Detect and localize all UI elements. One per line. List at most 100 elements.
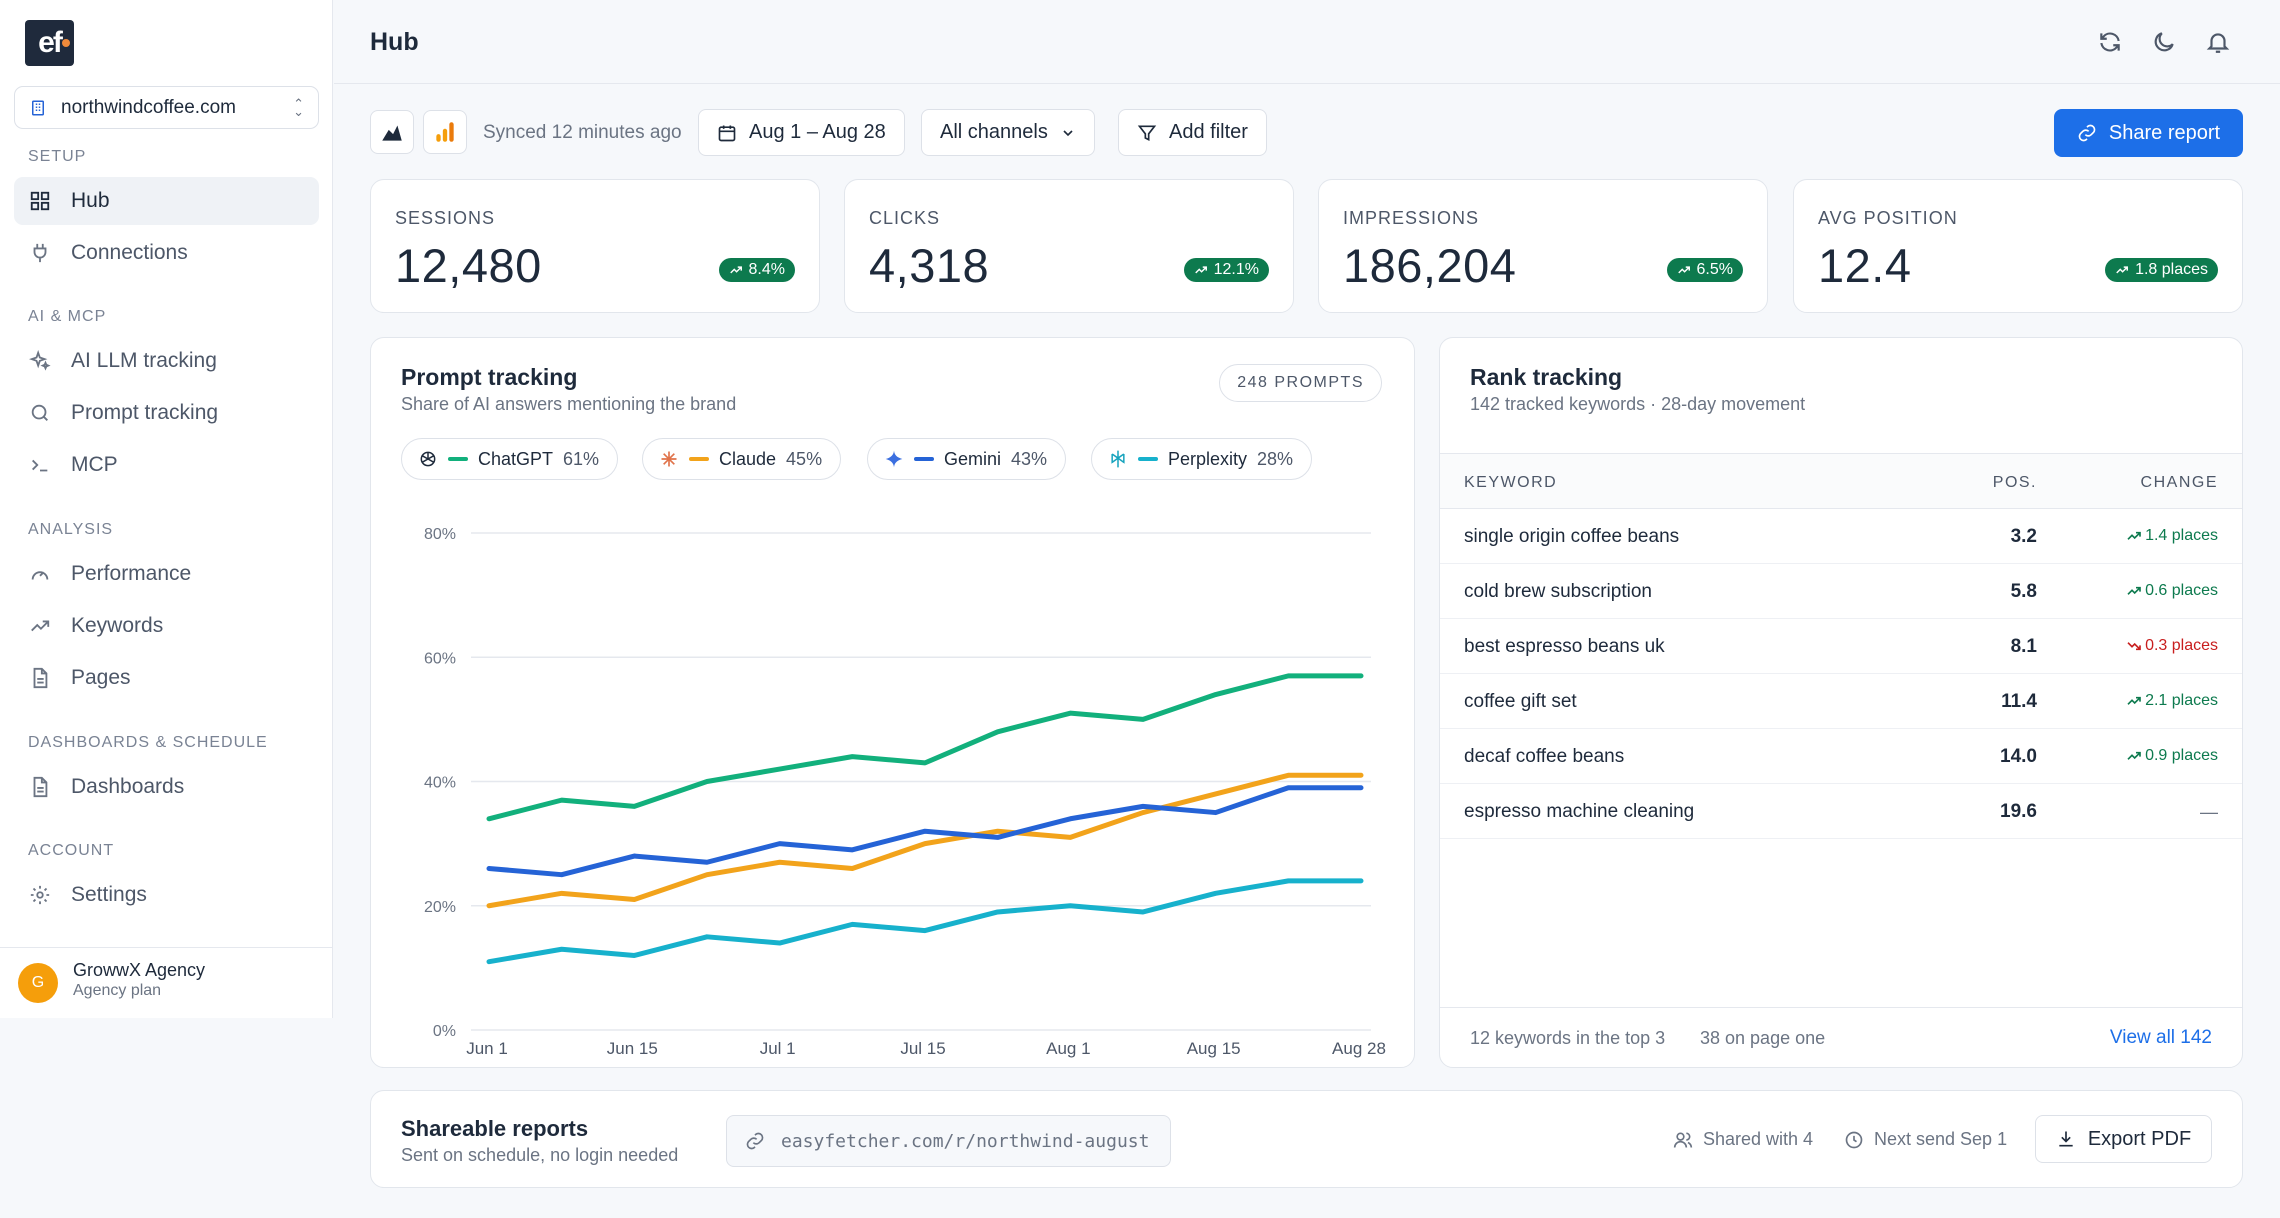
- section-setup: SETUP: [28, 148, 87, 165]
- y-tick-label: 80%: [424, 526, 456, 543]
- series-line-claude[interactable]: [486, 772, 1364, 909]
- claude-icon: [661, 451, 677, 467]
- metric-change-badge: 8.4%: [718, 258, 795, 282]
- app-logo[interactable]: ef: [25, 20, 74, 66]
- rank-table-header: KEYWORD POS. CHANGE: [1440, 453, 2242, 509]
- site-selector[interactable]: northwindcoffee.com ⌃ ⌄: [14, 86, 319, 129]
- report-url: easyfetcher.com/r/northwind-august: [781, 1130, 1150, 1152]
- trending-down-icon: [2127, 642, 2141, 651]
- prompt-tracking-card: Prompt tracking Share of AI answers ment…: [370, 337, 1415, 1068]
- report-url-field[interactable]: easyfetcher.com/r/northwind-august: [726, 1115, 1171, 1167]
- change-value: 2.1 places: [2145, 692, 2218, 709]
- section-account: ACCOUNT: [28, 842, 115, 859]
- sidebar-item-connections[interactable]: Connections: [14, 229, 319, 277]
- legend-pct: 45%: [786, 448, 823, 469]
- legend-chatgpt[interactable]: ChatGPT 61%: [401, 438, 619, 480]
- trending-up-icon: [2127, 586, 2141, 595]
- change-value: 1.4 places: [2145, 527, 2218, 544]
- change-value: 0.3 places: [2145, 637, 2218, 654]
- change-value: 0.6 places: [2145, 582, 2218, 599]
- legend-perplexity[interactable]: Perplexity 28%: [1091, 438, 1313, 480]
- file-icon: [33, 776, 48, 798]
- shared-with-label: Shared with 4: [1703, 1129, 1814, 1149]
- date-range-picker[interactable]: Aug 1 – Aug 28: [698, 109, 905, 156]
- change-value: 0.9 places: [2145, 747, 2218, 764]
- metric-value: 12,480: [395, 239, 542, 292]
- keyword-cell: coffee gift set: [1464, 691, 1577, 712]
- share-report-button[interactable]: Share report: [2054, 109, 2243, 157]
- metric-card-sessions: SESSIONS 12,480 8.4%: [370, 179, 820, 313]
- x-tick-label: Aug 28: [1332, 1039, 1386, 1058]
- channels-dropdown[interactable]: All channels: [921, 109, 1095, 156]
- trending-up-icon: [2127, 751, 2141, 760]
- series-line-chatgpt[interactable]: [486, 673, 1364, 822]
- sidebar-item-hub[interactable]: Hub: [14, 177, 319, 225]
- chatgpt-icon: [420, 451, 436, 467]
- series-line-perplexity[interactable]: [486, 878, 1364, 965]
- add-filter-button[interactable]: Add filter: [1118, 109, 1267, 156]
- share-report-label: Share report: [2108, 121, 2221, 144]
- sidebar-item-ai-llm-tracking[interactable]: AI LLM tracking: [14, 337, 319, 385]
- shared-with[interactable]: Shared with 4: [1673, 1129, 1813, 1150]
- export-pdf-button[interactable]: Export PDF: [2035, 1115, 2212, 1163]
- change-cell: 0.3 places: [2126, 637, 2218, 655]
- source-analytics-button[interactable]: [423, 110, 467, 154]
- table-row[interactable]: best espresso beans uk 8.1 0.3 places: [1440, 619, 2242, 674]
- top3-count: 12 keywords in the top 3: [1470, 1028, 1666, 1048]
- account-switcher[interactable]: G GrowwX Agency Agency plan: [0, 947, 333, 1018]
- building-icon: [32, 100, 44, 115]
- view-all-link[interactable]: View all 142: [2109, 1027, 2212, 1048]
- col-change[interactable]: CHANGE: [2140, 474, 2218, 491]
- metric-card-impressions: IMPRESSIONS 186,204 6.5%: [1318, 179, 1768, 313]
- legend-swatch: [689, 457, 709, 461]
- table-row[interactable]: single origin coffee beans 3.2 1.4 places: [1440, 509, 2242, 564]
- legend-swatch: [914, 457, 934, 461]
- metric-label: AVG POSITION: [1818, 208, 1958, 228]
- link-icon: [746, 1132, 764, 1150]
- rank-tracking-title: Rank tracking: [1470, 364, 1623, 390]
- sidebar-item-performance[interactable]: Performance: [14, 550, 319, 598]
- section-ai-mcp: AI & MCP: [28, 308, 107, 325]
- sidebar-item-prompt-tracking[interactable]: Prompt tracking: [14, 389, 319, 437]
- metric-change-value: 12.1%: [1213, 261, 1259, 278]
- filter-icon: [1137, 125, 1157, 141]
- col-pos[interactable]: POS.: [1992, 474, 2037, 491]
- legend-claude[interactable]: Claude 45%: [642, 438, 842, 480]
- refresh-icon[interactable]: [2097, 29, 2123, 55]
- sidebar-item-pages[interactable]: Pages: [14, 654, 319, 702]
- next-send: Next send Sep 1: [1844, 1129, 2007, 1150]
- sidebar-item-settings[interactable]: Settings: [14, 871, 319, 919]
- trending-up-icon: [2116, 266, 2129, 274]
- sync-status: Synced 12 minutes ago: [483, 122, 682, 143]
- col-keyword[interactable]: KEYWORD: [1464, 474, 1558, 491]
- bell-icon[interactable]: [2205, 29, 2231, 55]
- source-search-console-button[interactable]: [370, 110, 414, 154]
- keyword-cell: single origin coffee beans: [1464, 526, 1680, 547]
- legend-gemini[interactable]: Gemini 43%: [867, 438, 1067, 480]
- change-value: —: [2200, 802, 2218, 822]
- legend-name: Gemini: [944, 448, 1002, 469]
- x-tick-label: Jul 15: [900, 1039, 945, 1058]
- position-cell: 19.6: [2000, 801, 2037, 822]
- logo-text: ef: [38, 26, 63, 59]
- table-row[interactable]: decaf coffee beans 14.0 0.9 places: [1440, 729, 2242, 784]
- sidebar-item-keywords[interactable]: Keywords: [14, 602, 319, 650]
- metric-value: 4,318: [869, 239, 990, 292]
- page-one-count: 38 on page one: [1700, 1028, 1826, 1048]
- trending-up-icon: [31, 620, 50, 632]
- rank-tracking-subtitle: 142 tracked keywords · 28-day movement: [1470, 394, 1806, 414]
- table-row[interactable]: espresso machine cleaning 19.6 —: [1440, 784, 2242, 839]
- sidebar-item-dashboards[interactable]: Dashboards: [14, 763, 319, 811]
- moon-icon[interactable]: [2151, 29, 2177, 55]
- sidebar-item-mcp[interactable]: MCP: [14, 441, 319, 489]
- metric-value: 186,204: [1343, 239, 1517, 292]
- change-cell: 2.1 places: [2126, 692, 2218, 710]
- table-row[interactable]: coffee gift set 11.4 2.1 places: [1440, 674, 2242, 729]
- add-filter-label: Add filter: [1169, 121, 1248, 143]
- sidebar-item-label: Connections: [71, 241, 188, 264]
- keyword-cell: espresso machine cleaning: [1464, 801, 1695, 822]
- table-row[interactable]: cold brew subscription 5.8 0.6 places: [1440, 564, 2242, 619]
- metric-change-value: 8.4%: [748, 261, 785, 278]
- metric-value: 12.4: [1818, 239, 1912, 292]
- series-line-gemini[interactable]: [486, 785, 1364, 878]
